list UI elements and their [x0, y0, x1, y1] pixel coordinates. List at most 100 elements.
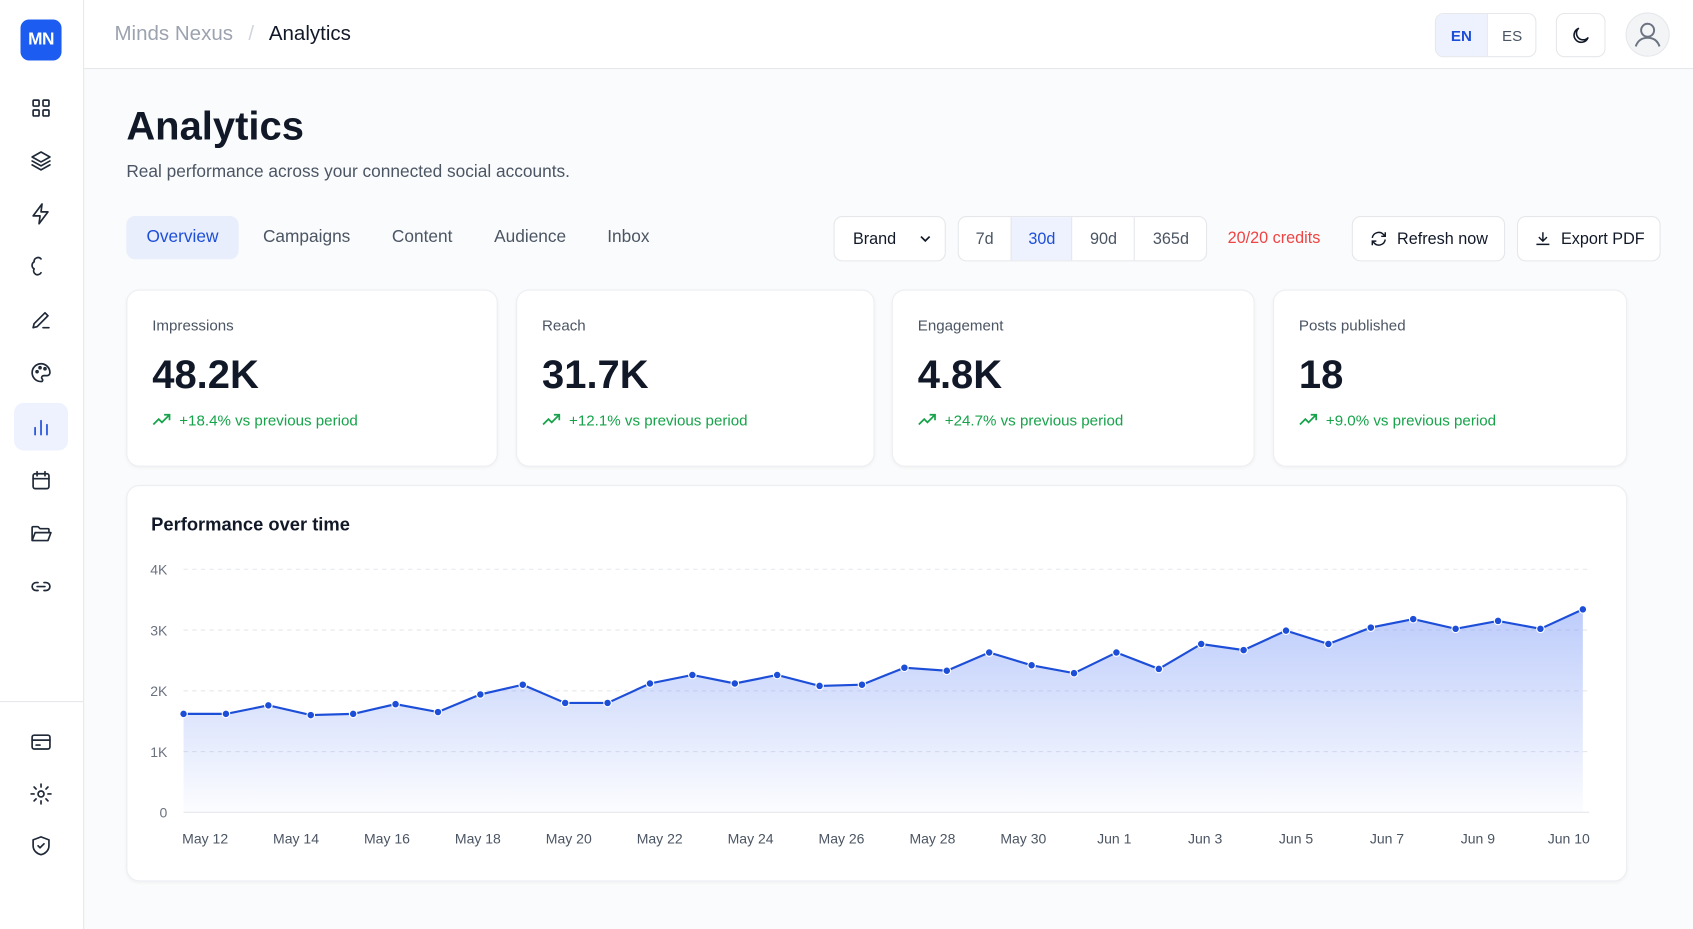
language-option[interactable]: EN [1436, 14, 1487, 57]
point [857, 680, 867, 690]
language-option[interactable]: ES [1486, 14, 1536, 57]
nav-item[interactable] [14, 510, 68, 558]
x-tick-label: May 24 [728, 831, 774, 847]
trend-arrow [918, 413, 936, 426]
stat-card: Posts published 18 +9.0% vs previous perio… [1272, 289, 1628, 467]
nav-item[interactable] [14, 770, 68, 818]
point [306, 710, 316, 720]
export-button[interactable]: Export PDF [1516, 216, 1661, 262]
point [1451, 624, 1460, 634]
nav-icon [31, 151, 51, 171]
nav-icon [32, 203, 49, 225]
point [1027, 660, 1036, 670]
point [1239, 645, 1248, 655]
stat-value: 4.8K [917, 352, 1003, 397]
point [1366, 623, 1376, 632]
button-label: Export PDF [1560, 229, 1645, 248]
nav-icon [32, 99, 50, 117]
range-option[interactable]: 365d [1133, 217, 1206, 261]
nav-item[interactable] [14, 349, 68, 397]
breadcrumb-root[interactable]: Minds Nexus [114, 22, 234, 46]
logo: MN [20, 19, 62, 61]
page-subtitle: Real performance across your connected s… [126, 163, 570, 182]
nav-item[interactable] [14, 822, 68, 870]
nav-item[interactable] [14, 296, 68, 344]
point [1578, 605, 1588, 614]
point [1196, 639, 1206, 649]
stat-value: 48.2K [152, 352, 259, 397]
x-tick-label: Jun 1 [1097, 831, 1131, 847]
stat-card: Impressions 48.2K +18.4% vs previous perio… [126, 289, 498, 467]
point [730, 679, 740, 688]
nav-icon [32, 836, 50, 856]
trend-arrow [542, 413, 561, 426]
stat-value: 31.7K [542, 352, 649, 397]
chart-title: Performance over time [151, 513, 350, 534]
refresh-button[interactable]: Refresh now [1351, 216, 1506, 262]
trend-icon [151, 412, 173, 435]
x-tick-label: May 16 [364, 831, 410, 847]
button-label: Refresh now [1397, 229, 1488, 248]
point [815, 681, 824, 691]
nav-item[interactable] [14, 457, 68, 505]
range-option[interactable]: 30d [1010, 217, 1073, 261]
x-tick-label: May 14 [273, 831, 319, 847]
range-option[interactable]: 7d [975, 229, 994, 248]
nav-item[interactable] [14, 243, 68, 291]
x-tick-label: Jun 9 [1461, 831, 1495, 847]
avatar[interactable] [1625, 12, 1670, 57]
breadcrumb-separator: / [248, 22, 255, 46]
nav-item[interactable] [14, 190, 68, 238]
point [900, 663, 909, 673]
point [560, 698, 570, 708]
point [1112, 648, 1121, 657]
credits: 20/20 credits [1227, 229, 1321, 248]
language-toggle: EN ES [1434, 12, 1537, 58]
point [179, 709, 188, 719]
nav-icon [31, 362, 51, 383]
stat-label: Reach [542, 316, 586, 334]
x-tick-label: May 12 [182, 831, 228, 847]
tab[interactable]: Inbox [607, 227, 650, 247]
brand-select[interactable]: Brand [833, 216, 946, 262]
tab[interactable]: Audience [494, 227, 567, 247]
stat-change: +9.0% vs previous period [1325, 411, 1497, 429]
stat-card: Reach 31.7K +12.1% vs previous period [516, 289, 875, 467]
header: Minds Nexus / Analytics EN ES [84, 0, 1693, 70]
nav-item[interactable] [14, 563, 68, 611]
range-option[interactable]: 90d [1071, 217, 1135, 261]
trend-icon [541, 412, 563, 435]
x-tick-label: Jun 3 [1188, 831, 1222, 847]
point [1408, 614, 1418, 624]
nav-item[interactable] [14, 402, 69, 451]
divider [0, 701, 84, 703]
nav-icon [31, 581, 51, 592]
tab[interactable]: Content [391, 227, 453, 247]
nav-item[interactable] [14, 137, 68, 185]
point [645, 679, 655, 688]
tab[interactable]: Campaigns [262, 227, 351, 247]
page-title: Analytics [126, 103, 304, 148]
chevron [920, 235, 931, 243]
download-icon [1536, 232, 1550, 246]
point [1536, 624, 1545, 634]
point [348, 709, 358, 719]
nav-icon [34, 419, 48, 436]
nav-icon [32, 470, 50, 490]
nav-icon [32, 311, 50, 329]
nav-item[interactable] [14, 718, 68, 766]
trend-icon [1298, 412, 1320, 435]
nav-item[interactable] [14, 84, 68, 132]
point [1069, 668, 1079, 678]
point [984, 648, 994, 657]
theme-toggle[interactable] [1555, 12, 1606, 58]
point [433, 707, 443, 717]
point [772, 670, 782, 680]
tab[interactable]: Overview [126, 216, 239, 260]
y-tick-label: 4K [150, 562, 168, 578]
select-label: Brand [852, 229, 897, 248]
point [603, 698, 612, 708]
point [688, 670, 697, 680]
